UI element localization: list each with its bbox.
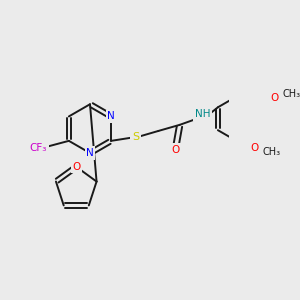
Text: CF₃: CF₃ (30, 143, 47, 154)
Text: O: O (172, 145, 180, 155)
Text: O: O (250, 143, 259, 153)
Text: O: O (72, 162, 80, 172)
Text: NH: NH (195, 109, 210, 119)
Text: N: N (86, 148, 94, 158)
Text: CH₃: CH₃ (282, 89, 300, 99)
Text: S: S (132, 132, 139, 142)
Text: N: N (107, 111, 115, 122)
Text: O: O (270, 93, 278, 103)
Text: CH₃: CH₃ (262, 146, 280, 157)
